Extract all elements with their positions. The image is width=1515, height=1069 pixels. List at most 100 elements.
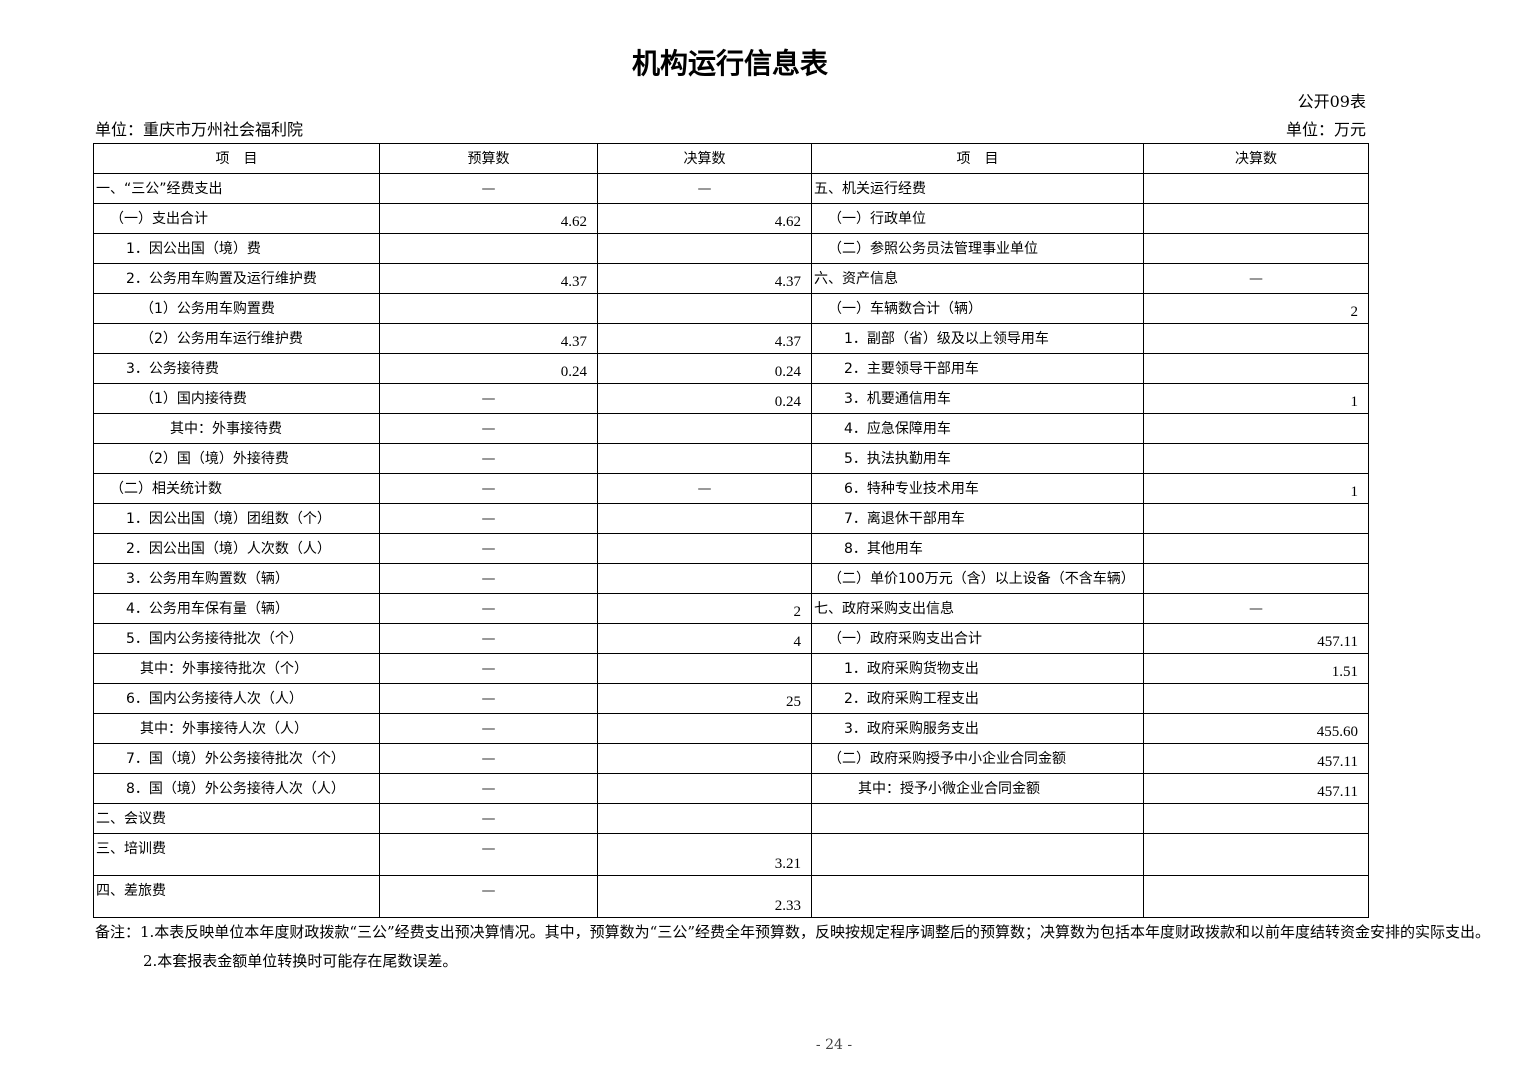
table-row: （一）支出合计 4.62 4.62 （一）行政单位 — [93, 203, 1369, 234]
right-row-item: 1．副部（省）级及以上领导用车 — [811, 323, 1144, 354]
table-row: 二、会议费 — — [93, 803, 1369, 834]
final-cell: 2.33 — [597, 875, 812, 918]
right-final-cell — [1143, 803, 1369, 834]
final-cell — [597, 503, 812, 534]
table-row: 四、差旅费 —2.33 — [93, 875, 1369, 918]
budget-cell: — — [379, 533, 598, 564]
page-title: 机构运行信息表 — [631, 47, 828, 80]
right-final-cell — [1143, 323, 1369, 354]
table-row: （2）公务用车运行维护费 4.37 4.37 1．副部（省）级及以上领导用车 — [93, 323, 1369, 354]
row-item: 7．国（境）外公务接待批次（个） — [93, 743, 380, 774]
table-row: 6．国内公务接待人次（人） —25 2．政府采购工程支出 — [93, 683, 1369, 714]
right-final-cell: 1.51 — [1143, 653, 1369, 684]
table-header: 项 目 预算数 决算数 项 目 决算数 — [93, 143, 1369, 174]
budget-cell: — — [379, 563, 598, 594]
right-final-cell: — — [1143, 593, 1369, 624]
right-row-item: 4．应急保障用车 — [811, 413, 1144, 444]
row-item: 三、培训费 — [93, 833, 380, 876]
row-item: 6．国内公务接待人次（人） — [93, 683, 380, 714]
right-row-item: 七、政府采购支出信息 — [811, 593, 1144, 624]
right-final-cell — [1143, 503, 1369, 534]
right-row-item — [811, 875, 1144, 918]
row-item: 二、会议费 — [93, 803, 380, 834]
table-row: 7．国（境）外公务接待批次（个） — （二）政府采购授予中小企业合同金额 457.11 — [93, 743, 1369, 774]
right-final-cell: 455.60 — [1143, 713, 1369, 744]
final-cell — [597, 713, 812, 744]
header-item: 项 目 — [93, 143, 380, 174]
final-cell: 0.24 — [597, 383, 812, 414]
right-final-cell — [1143, 563, 1369, 594]
table-row: 4．公务用车保有量（辆） —2 七、政府采购支出信息 — — [93, 593, 1369, 624]
budget-cell: — — [379, 413, 598, 444]
final-cell — [597, 563, 812, 594]
budget-cell: — — [379, 443, 598, 474]
table-row: （1）公务用车购置费 （一）车辆数合计（辆） 2 — [93, 293, 1369, 324]
row-item: 1．因公出国（境）团组数（个） — [93, 503, 380, 534]
right-final-cell — [1143, 233, 1369, 264]
row-item: 2．公务用车购置及运行维护费 — [93, 263, 380, 294]
budget-cell: — — [379, 683, 598, 714]
note-2: 2.本套报表金额单位转换时可能存在尾数误差。 — [143, 952, 458, 970]
form-number: 公开09表 — [1297, 92, 1366, 111]
final-cell: — — [597, 473, 812, 504]
budget-cell: — — [379, 623, 598, 654]
table-row: （二）相关统计数 — —6．特种专业技术用车 1 — [93, 473, 1369, 504]
right-row-item: 8．其他用车 — [811, 533, 1144, 564]
right-final-cell: 457.11 — [1143, 743, 1369, 774]
budget-cell: — — [379, 473, 598, 504]
table-row: 其中：外事接待人次（人） — 3．政府采购服务支出 455.60 — [93, 713, 1369, 744]
right-row-item — [811, 833, 1144, 876]
row-item: 四、差旅费 — [93, 875, 380, 918]
info-table: 项 目 预算数 决算数 项 目 决算数 一、“三公”经费支出 — — 五、机关运行经费… — [93, 143, 1369, 918]
unit-money: 单位：万元 — [1285, 120, 1366, 139]
right-final-cell: 457.11 — [1143, 623, 1369, 654]
right-row-item: 2．主要领导干部用车 — [811, 353, 1144, 384]
header-right-final: 决算数 — [1143, 143, 1369, 174]
final-cell — [597, 443, 812, 474]
right-final-cell — [1143, 683, 1369, 714]
right-final-cell — [1143, 533, 1369, 564]
final-cell: 3.21 — [597, 833, 812, 876]
content-flow: 项 目 预算数 决算数 项 目 决算数 一、“三公”经费支出 — — 五、机关运行经费… — [93, 143, 1508, 1054]
budget-cell: 4.62 — [379, 203, 598, 234]
row-item: 4．公务用车保有量（辆） — [93, 593, 380, 624]
final-cell — [597, 413, 812, 444]
table-row: 三、培训费 —3.21 — [93, 833, 1369, 876]
budget-cell: — — [379, 875, 598, 918]
final-cell: 4.62 — [597, 203, 812, 234]
final-cell: 0.24 — [597, 353, 812, 384]
budget-cell: — — [379, 593, 598, 624]
table-row: 5．国内公务接待批次（个） —4 （一）政府采购支出合计 457.11 — [93, 623, 1369, 654]
right-row-item: （二）政府采购授予中小企业合同金额 — [811, 743, 1144, 774]
right-row-item: 6．特种专业技术用车 — [811, 473, 1144, 504]
final-cell — [597, 803, 812, 834]
table-row: （2）国（境）外接待费 — 5．执法执勤用车 — [93, 443, 1369, 474]
right-row-item: （二）单价100万元（含）以上设备（不含车辆） — [811, 563, 1144, 594]
budget-cell: — — [379, 713, 598, 744]
right-row-item: 3．机要通信用车 — [811, 383, 1144, 414]
right-row-item: （一）政府采购支出合计 — [811, 623, 1144, 654]
final-cell: 2 — [597, 593, 812, 624]
budget-cell: — — [379, 503, 598, 534]
final-cell: 4 — [597, 623, 812, 654]
right-row-item: 五、机关运行经费 — [811, 173, 1144, 204]
right-row-item: 六、资产信息 — [811, 263, 1144, 294]
row-item: （1）公务用车购置费 — [93, 293, 380, 324]
right-row-item: 其中：授予小微企业合同金额 — [811, 773, 1144, 804]
right-row-item: 5．执法执勤用车 — [811, 443, 1144, 474]
right-final-cell — [1143, 833, 1369, 876]
right-row-item: （一）车辆数合计（辆） — [811, 293, 1144, 324]
table-row: 一、“三公”经费支出 — — 五、机关运行经费 — [93, 173, 1369, 204]
row-item: 1．因公出国（境）费 — [93, 233, 380, 264]
right-row-item — [811, 803, 1144, 834]
final-cell: 25 — [597, 683, 812, 714]
budget-cell: 4.37 — [379, 263, 598, 294]
row-item: 一、“三公”经费支出 — [93, 173, 380, 204]
table-row: （1）国内接待费 —0.24 3．机要通信用车 1 — [93, 383, 1369, 414]
table-row: 8．国（境）外公务接待人次（人） — 其中：授予小微企业合同金额 457.11 — [93, 773, 1369, 804]
page-number: - 24 - — [815, 1037, 853, 1053]
table-row: 其中：外事接待费 — 4．应急保障用车 — [93, 413, 1369, 444]
right-final-cell: 457.11 — [1143, 773, 1369, 804]
row-item: （2）公务用车运行维护费 — [93, 323, 380, 354]
